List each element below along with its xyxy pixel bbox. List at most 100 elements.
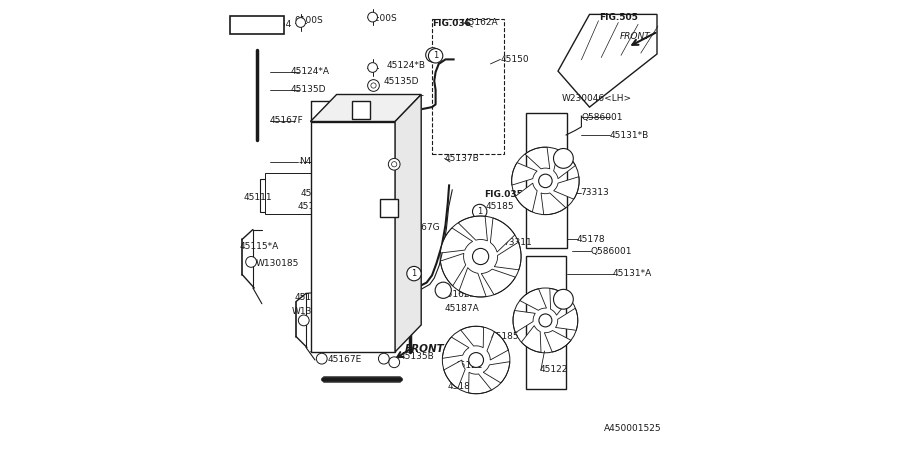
- Text: 45131*A: 45131*A: [613, 269, 652, 278]
- Text: 45135D: 45135D: [383, 77, 418, 86]
- Text: 45167E: 45167E: [328, 355, 362, 364]
- Text: 73313: 73313: [580, 188, 609, 197]
- Text: 45137: 45137: [368, 128, 397, 137]
- Polygon shape: [461, 326, 483, 348]
- Polygon shape: [516, 183, 537, 212]
- Text: 1: 1: [477, 207, 482, 216]
- Text: A: A: [385, 203, 393, 213]
- Polygon shape: [554, 177, 579, 199]
- Polygon shape: [554, 150, 575, 179]
- Text: 1: 1: [433, 51, 438, 60]
- Text: 45115*B: 45115*B: [295, 293, 334, 302]
- Bar: [230, 16, 284, 34]
- Polygon shape: [526, 256, 566, 389]
- Text: 45121: 45121: [454, 361, 483, 370]
- Text: 45187A: 45187A: [445, 304, 480, 313]
- Text: 45124*B: 45124*B: [386, 61, 425, 70]
- Text: 73311: 73311: [503, 238, 532, 247]
- Text: 45185: 45185: [486, 202, 515, 211]
- Polygon shape: [310, 94, 421, 122]
- Text: 45125: 45125: [301, 189, 329, 198]
- Text: W170064: W170064: [248, 20, 292, 29]
- Text: 45188: 45188: [298, 202, 327, 211]
- Text: 1: 1: [430, 50, 436, 59]
- Polygon shape: [482, 269, 516, 295]
- Text: W230046<LH>: W230046<LH>: [562, 94, 632, 103]
- Polygon shape: [444, 360, 465, 388]
- Text: 45115*A: 45115*A: [239, 242, 279, 251]
- Text: W130185: W130185: [256, 259, 299, 268]
- Text: 1: 1: [411, 269, 417, 278]
- Circle shape: [392, 162, 397, 167]
- Text: Q586001: Q586001: [590, 247, 632, 256]
- Polygon shape: [544, 330, 571, 352]
- Polygon shape: [520, 289, 546, 310]
- Text: 45178: 45178: [577, 235, 606, 244]
- Circle shape: [469, 353, 483, 367]
- Circle shape: [407, 266, 421, 281]
- Text: N46001: N46001: [299, 158, 335, 166]
- Text: 1: 1: [236, 20, 242, 29]
- Polygon shape: [458, 216, 488, 241]
- Text: 45187A: 45187A: [448, 382, 482, 391]
- Text: FIG.036: FIG.036: [432, 19, 471, 28]
- Circle shape: [472, 248, 489, 265]
- Circle shape: [231, 17, 247, 32]
- Text: FRONT: FRONT: [405, 344, 445, 354]
- Polygon shape: [443, 337, 469, 358]
- Circle shape: [538, 174, 552, 188]
- Circle shape: [428, 49, 443, 63]
- Text: 45111: 45111: [244, 193, 273, 202]
- Polygon shape: [469, 372, 491, 394]
- Circle shape: [246, 256, 256, 267]
- Text: 45167G: 45167G: [404, 223, 440, 232]
- Text: 45137B: 45137B: [445, 154, 480, 163]
- Circle shape: [388, 158, 400, 170]
- Text: 45135B: 45135B: [400, 352, 435, 361]
- Polygon shape: [525, 147, 550, 169]
- Text: 45122: 45122: [540, 365, 569, 374]
- Polygon shape: [494, 242, 521, 270]
- Polygon shape: [310, 122, 395, 352]
- Bar: [380, 199, 398, 217]
- Text: Q586001: Q586001: [581, 113, 623, 122]
- Polygon shape: [459, 268, 486, 297]
- Circle shape: [299, 315, 310, 326]
- Circle shape: [379, 353, 389, 364]
- Circle shape: [356, 109, 362, 114]
- Polygon shape: [440, 253, 466, 286]
- Polygon shape: [395, 94, 421, 352]
- Circle shape: [472, 204, 487, 219]
- Circle shape: [368, 63, 377, 72]
- Polygon shape: [491, 218, 515, 252]
- Circle shape: [554, 289, 573, 309]
- Text: 45167D: 45167D: [364, 112, 400, 121]
- Polygon shape: [558, 14, 657, 107]
- Circle shape: [426, 48, 440, 62]
- Text: 45167F: 45167F: [270, 116, 304, 125]
- Text: A: A: [357, 105, 364, 115]
- Polygon shape: [550, 288, 570, 315]
- Text: 45150: 45150: [500, 55, 529, 64]
- Text: 45162A: 45162A: [464, 18, 498, 27]
- Text: 45162H: 45162H: [442, 290, 477, 299]
- Text: 0100S: 0100S: [295, 16, 323, 25]
- Bar: [265, 173, 317, 214]
- Polygon shape: [541, 193, 566, 215]
- Circle shape: [389, 357, 400, 368]
- Text: 45135D: 45135D: [290, 86, 326, 94]
- Text: 45124*A: 45124*A: [290, 68, 329, 76]
- Polygon shape: [487, 332, 508, 360]
- Text: FIG.505: FIG.505: [599, 14, 638, 22]
- Circle shape: [368, 12, 377, 22]
- Polygon shape: [512, 162, 537, 185]
- Bar: [432, 19, 504, 154]
- Bar: [260, 179, 313, 212]
- Polygon shape: [440, 228, 472, 253]
- Text: 45131*B: 45131*B: [610, 130, 649, 140]
- Circle shape: [554, 148, 573, 168]
- Bar: [352, 101, 370, 119]
- Text: W130185: W130185: [292, 307, 335, 316]
- Polygon shape: [521, 326, 541, 352]
- Text: 0100S: 0100S: [368, 14, 397, 23]
